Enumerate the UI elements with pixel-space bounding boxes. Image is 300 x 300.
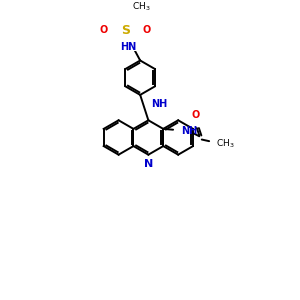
Text: O: O [192,110,200,120]
Text: S: S [121,25,130,38]
Text: CH$_3$: CH$_3$ [132,1,151,13]
Text: HN: HN [121,42,137,52]
Text: N: N [144,159,153,169]
Text: NH: NH [151,99,167,109]
Text: O: O [100,25,108,35]
Text: CH$_3$: CH$_3$ [216,137,234,150]
Text: NH: NH [181,125,197,136]
Text: O: O [142,25,151,35]
